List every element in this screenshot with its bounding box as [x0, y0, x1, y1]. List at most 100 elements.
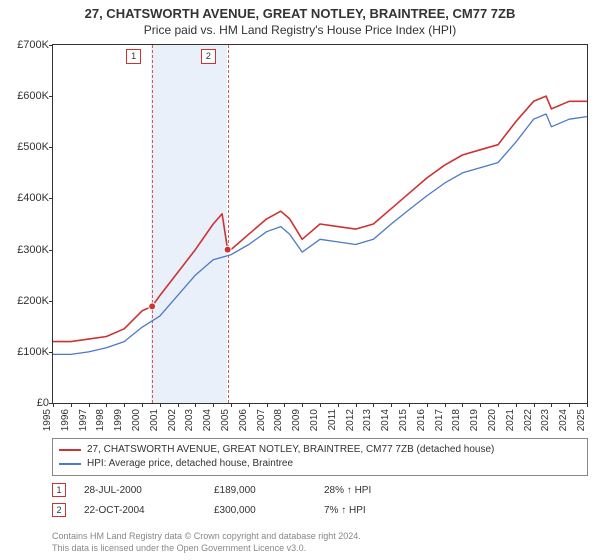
sale-dot-2: [224, 246, 231, 253]
xtick-label: 2023: [540, 409, 551, 431]
xtick-mark: [231, 403, 232, 407]
footer-line-2: This data is licensed under the Open Gov…: [52, 542, 588, 554]
xtick-mark: [320, 403, 321, 407]
xtick-mark: [569, 403, 570, 407]
xtick-label: 2007: [255, 409, 266, 431]
ytick-label: £500K: [1, 141, 49, 153]
xtick-mark: [516, 403, 517, 407]
xtick-mark: [284, 403, 285, 407]
xtick-label: 2021: [505, 409, 516, 431]
series-line-property: [53, 96, 587, 342]
xtick-label: 2016: [416, 409, 427, 431]
sale-delta-2: 7% ↑ HPI: [324, 505, 444, 516]
xtick-label: 1995: [42, 409, 53, 431]
xtick-label: 1999: [113, 409, 124, 431]
xtick-label: 2012: [344, 409, 355, 431]
legend-swatch-hpi: [59, 463, 81, 465]
xtick-mark: [302, 403, 303, 407]
ytick-label: £200K: [1, 295, 49, 307]
ytick-label: £0: [1, 397, 49, 409]
xtick-label: 2013: [362, 409, 373, 431]
ytick-mark: [49, 250, 53, 251]
ytick-mark: [49, 301, 53, 302]
sale-price-1: £189,000: [214, 485, 324, 496]
ytick-mark: [49, 96, 53, 97]
legend-row-hpi: HPI: Average price, detached house, Brai…: [59, 457, 581, 471]
xtick-label: 2002: [166, 409, 177, 431]
sale-date-1: 28-JUL-2000: [84, 485, 214, 496]
xtick-label: 1996: [60, 409, 71, 431]
xtick-label: 2018: [451, 409, 462, 431]
xtick-mark: [160, 403, 161, 407]
xtick-label: 2004: [202, 409, 213, 431]
xtick-mark: [249, 403, 250, 407]
sale-dot-1: [149, 303, 156, 310]
chart-title: 27, CHATSWORTH AVENUE, GREAT NOTLEY, BRA…: [0, 0, 600, 21]
legend-label-property: 27, CHATSWORTH AVENUE, GREAT NOTLEY, BRA…: [87, 443, 494, 457]
xtick-mark: [587, 403, 588, 407]
xtick-label: 2020: [487, 409, 498, 431]
sale-price-2: £300,000: [214, 505, 324, 516]
xtick-mark: [462, 403, 463, 407]
xtick-mark: [338, 403, 339, 407]
xtick-label: 2005: [220, 409, 231, 431]
series-line-hpi: [53, 114, 587, 354]
footer-line-1: Contains HM Land Registry data © Crown c…: [52, 530, 588, 542]
footer-attribution: Contains HM Land Registry data © Crown c…: [52, 530, 588, 554]
xtick-mark: [427, 403, 428, 407]
xtick-mark: [53, 403, 54, 407]
sale-date-2: 22-OCT-2004: [84, 505, 214, 516]
ytick-label: £300K: [1, 244, 49, 256]
xtick-mark: [213, 403, 214, 407]
xtick-label: 2001: [149, 409, 160, 431]
xtick-label: 2024: [558, 409, 569, 431]
xtick-label: 2014: [380, 409, 391, 431]
xtick-label: 1998: [95, 409, 106, 431]
legend-swatch-property: [59, 449, 81, 451]
legend-box: 27, CHATSWORTH AVENUE, GREAT NOTLEY, BRA…: [52, 438, 588, 476]
sales-row-1: 1 28-JUL-2000 £189,000 28% ↑ HPI: [52, 480, 588, 500]
chart-lines-svg: [53, 45, 587, 403]
legend-row-property: 27, CHATSWORTH AVENUE, GREAT NOTLEY, BRA…: [59, 443, 581, 457]
xtick-mark: [480, 403, 481, 407]
xtick-mark: [356, 403, 357, 407]
xtick-mark: [106, 403, 107, 407]
xtick-label: 1997: [77, 409, 88, 431]
xtick-mark: [551, 403, 552, 407]
price-chart-figure: { "title": "27, CHATSWORTH AVENUE, GREAT…: [0, 0, 600, 560]
ytick-mark: [49, 198, 53, 199]
xtick-label: 2008: [273, 409, 284, 431]
legend-label-hpi: HPI: Average price, detached house, Brai…: [87, 457, 293, 471]
xtick-label: 2017: [433, 409, 444, 431]
xtick-mark: [373, 403, 374, 407]
ytick-label: £400K: [1, 192, 49, 204]
xtick-label: 2009: [291, 409, 302, 431]
ytick-label: £600K: [1, 90, 49, 102]
xtick-label: 2015: [398, 409, 409, 431]
ytick-mark: [49, 45, 53, 46]
xtick-mark: [534, 403, 535, 407]
sales-row-2: 2 22-OCT-2004 £300,000 7% ↑ HPI: [52, 500, 588, 520]
ytick-mark: [49, 352, 53, 353]
xtick-mark: [195, 403, 196, 407]
ytick-label: £100K: [1, 346, 49, 358]
xtick-label: 2019: [469, 409, 480, 431]
xtick-label: 2025: [576, 409, 587, 431]
ytick-mark: [49, 147, 53, 148]
chart-plot-area: 12£0£100K£200K£300K£400K£500K£600K£700K1…: [52, 44, 588, 404]
xtick-mark: [89, 403, 90, 407]
chart-subtitle: Price paid vs. HM Land Registry's House …: [0, 21, 600, 41]
xtick-mark: [391, 403, 392, 407]
sale-delta-1: 28% ↑ HPI: [324, 485, 444, 496]
xtick-label: 2011: [327, 409, 338, 431]
xtick-mark: [267, 403, 268, 407]
sale-marker-2: 2: [52, 503, 66, 517]
marker-box-2: 2: [201, 49, 216, 64]
xtick-mark: [142, 403, 143, 407]
xtick-mark: [445, 403, 446, 407]
xtick-label: 2022: [522, 409, 533, 431]
xtick-mark: [124, 403, 125, 407]
xtick-label: 2000: [131, 409, 142, 431]
xtick-mark: [178, 403, 179, 407]
xtick-mark: [498, 403, 499, 407]
